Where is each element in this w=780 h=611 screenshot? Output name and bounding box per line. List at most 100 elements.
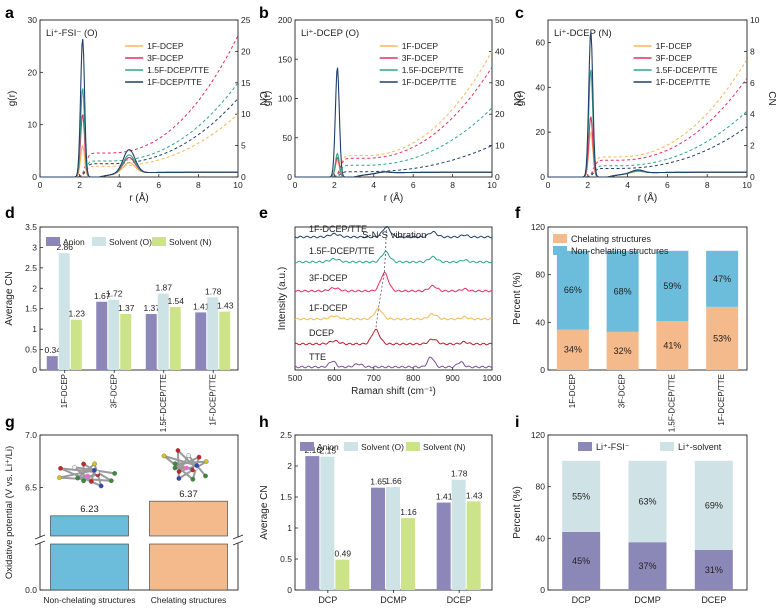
stacked-bar-1 [556, 250, 589, 330]
x-tick-label: 4 [117, 180, 122, 190]
bar-solvent-n- [169, 307, 181, 370]
y-tick-label: 10 [750, 15, 760, 25]
y-tick-label: 3 [32, 242, 37, 252]
atom [58, 466, 63, 471]
rdf-curve-1-5f-dcep-tte [548, 69, 747, 178]
bar-value-label: 1.37 [118, 303, 135, 313]
y-tick-label: 100 [278, 94, 292, 104]
x-tick-label: 10 [233, 180, 243, 190]
cn-curve-3f-dcep [40, 35, 239, 178]
y-tick-label: 50 [495, 15, 505, 25]
bar-value-label: 1.78 [205, 286, 222, 296]
y-tick-label: 4 [750, 109, 755, 119]
bar-value-label: 1.16 [400, 507, 417, 517]
atom [176, 469, 182, 474]
potential-value-label: 6.37 [179, 489, 198, 500]
x-tick-label: 10 [487, 180, 497, 190]
panel-label-a: a [5, 5, 14, 22]
rdf-curve-1f-dcep [548, 130, 747, 178]
panel-label-d: d [5, 205, 15, 222]
segment-value-label: 41% [663, 341, 681, 351]
bar-anion [371, 487, 385, 590]
panel-label-f: f [515, 205, 521, 222]
stacked-bar-1 [606, 250, 639, 332]
y-tick-label: 25 [241, 15, 251, 25]
y2-axis-label: CN [511, 91, 522, 105]
bar-solvent-n- [466, 501, 481, 590]
atom [186, 453, 191, 458]
bar-value-label: 1.43 [466, 490, 483, 500]
y-tick-label: 60 [536, 37, 546, 47]
y-tick-label: 0 [241, 172, 246, 182]
bar-solvent-o- [58, 253, 70, 370]
y-tick-label: 40 [536, 82, 546, 92]
y-tick-label: 2 [750, 141, 755, 151]
y-axis-label: Average CN [259, 485, 270, 539]
legend-swatch [660, 442, 674, 451]
bar-value-label: 1.37 [143, 303, 160, 313]
cn-curve-1-5f-dcep-tte [295, 107, 493, 178]
bar-value-label: 2.15 [320, 446, 337, 456]
rdf-curve-1f-dcep-tte [548, 31, 747, 178]
y-tick-label: 15 [241, 78, 251, 88]
legend-swatch [152, 237, 166, 246]
bar-value-label: 1.41 [436, 492, 453, 502]
legend-swatch [553, 234, 567, 243]
atom [98, 483, 104, 489]
bar-anion [96, 301, 108, 370]
y-tick-label: 10 [495, 141, 505, 151]
y-axis-label: Percent (%) [512, 272, 523, 325]
atom [57, 475, 62, 480]
rdf-title: Li⁺-DCEP (N) [554, 28, 612, 39]
lithium-atom [184, 465, 189, 471]
bar-solvent-n- [219, 311, 231, 370]
y-tick-label: 1.5 [25, 304, 37, 314]
lithium-atom [85, 473, 90, 479]
legend-entry: Anion [317, 442, 339, 452]
raman-trace-3f-dcep [294, 271, 493, 293]
stacked-plot-frame [547, 226, 748, 371]
atom [81, 461, 86, 467]
rdf-plot-frame [39, 19, 239, 178]
x-tick-label: 8 [196, 180, 201, 190]
atom [92, 461, 97, 467]
x-category-label: DCMP [380, 595, 407, 605]
axis-break-mark [34, 534, 46, 540]
potential-bar-upper [50, 515, 129, 537]
bar-value-label: 1.78 [451, 469, 468, 479]
x-tick-label: 0 [38, 180, 43, 190]
legend-swatch [92, 237, 106, 246]
raman-plot-frame [294, 226, 493, 371]
y-tick-label: 3.5 [25, 222, 37, 232]
legend-entry: 3F-DCEP [402, 53, 439, 63]
bar-value-label: 1.67 [94, 291, 111, 301]
y-tick-label: 10 [241, 109, 251, 119]
raman-trace-1-5f-dcep-tte [294, 250, 493, 264]
bar-value-label: 1.23 [68, 309, 85, 319]
atom [194, 463, 200, 468]
legend-entry: 3F-DCEP [147, 53, 184, 63]
panel-label-b: b [259, 5, 269, 22]
x-tick-label: 10 [742, 180, 752, 190]
y-tick-label: 20 [536, 127, 546, 137]
y-tick-label: 2 [32, 283, 37, 293]
atom [161, 453, 167, 459]
bond [60, 467, 102, 487]
bar-value-label: 1.65 [370, 477, 387, 487]
segment-value-label: 69% [705, 500, 723, 510]
x-tick-label: 2 [77, 180, 82, 190]
raman-annotation: S-N-S vibration [362, 230, 426, 241]
y-axis-label: g(r) [262, 91, 273, 107]
axis-break-mark [232, 534, 244, 540]
panel-label-g: g [5, 414, 15, 431]
legend-swatch [344, 442, 358, 451]
x-tick-label: 900 [446, 373, 460, 383]
rdf-curve-3f-dcep [548, 116, 747, 178]
x-category-label: DCP [318, 595, 337, 605]
bar-value-label: 2.86 [56, 242, 73, 252]
bar-value-label: 0.49 [335, 549, 352, 559]
stacked-bar-0 [656, 321, 689, 370]
bar-solvent-n- [120, 314, 132, 370]
bond [176, 450, 180, 479]
legend-entry: 1.5F-DCEP/TTE [656, 65, 718, 75]
